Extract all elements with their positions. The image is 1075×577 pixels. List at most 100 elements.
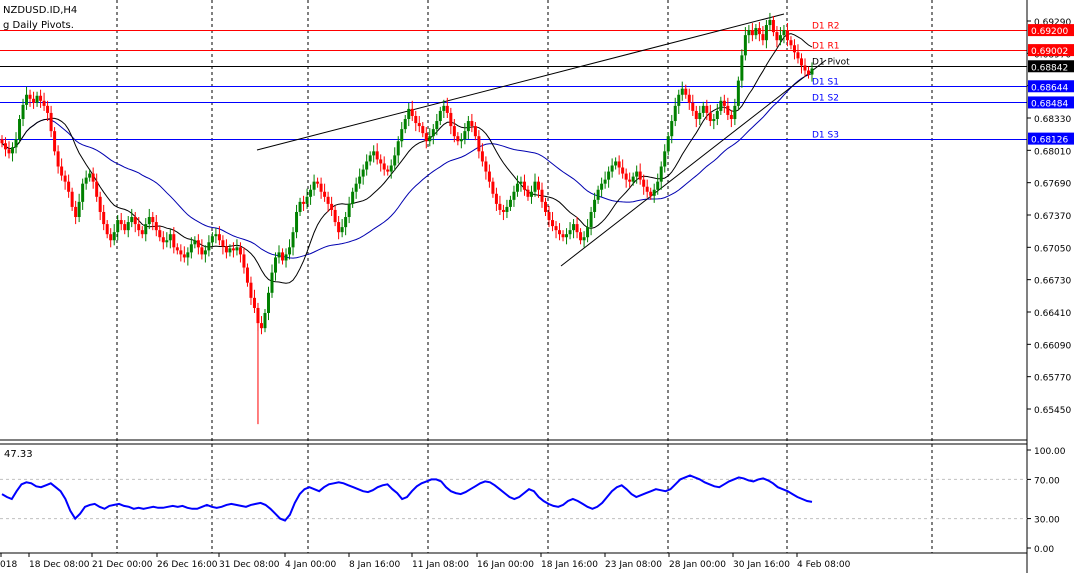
rsi-tick-label: 0.00 bbox=[1034, 545, 1054, 555]
candle-body bbox=[67, 181, 71, 192]
candle-body bbox=[670, 121, 674, 137]
candle-body bbox=[421, 126, 425, 134]
rsi-tick-label: 30.00 bbox=[1034, 516, 1060, 526]
candle-body bbox=[309, 189, 313, 197]
candle-body bbox=[302, 201, 306, 204]
time-tick-label: 28 Jan 00:00 bbox=[669, 560, 726, 570]
candle-body bbox=[4, 143, 8, 150]
candle-body bbox=[270, 272, 274, 293]
candle-body bbox=[323, 191, 327, 197]
candle-body bbox=[49, 112, 53, 132]
candle-body bbox=[508, 199, 512, 207]
candle-body bbox=[579, 232, 583, 241]
trendline-lower[interactable] bbox=[560, 59, 827, 267]
pivot-label: D1 S1 bbox=[812, 78, 839, 88]
time-tick-label: 21 Dec 00:00 bbox=[92, 560, 153, 570]
pivot-label: D1 S3 bbox=[812, 131, 839, 141]
price-tag bbox=[1028, 132, 1074, 145]
candle-body bbox=[536, 181, 540, 190]
candle-body bbox=[281, 252, 285, 261]
candle-body bbox=[708, 112, 712, 122]
candle-body bbox=[642, 179, 646, 187]
candle-body bbox=[417, 123, 421, 127]
candle-body bbox=[21, 104, 25, 120]
candle-body bbox=[582, 237, 586, 241]
price-tick-label: 0.69290 bbox=[1034, 18, 1071, 28]
candle-body bbox=[750, 30, 754, 36]
candle-body bbox=[729, 114, 733, 120]
candle-body bbox=[147, 217, 151, 225]
candle-body bbox=[144, 224, 148, 235]
candle-body bbox=[81, 183, 85, 202]
time-axis[interactable]: 018 18 Dec 08:00 21 Dec 00:00 26 Dec 16:00 3… bbox=[0, 553, 851, 570]
price-tick-label: 0.65770 bbox=[1034, 374, 1071, 384]
candle-body bbox=[284, 254, 288, 261]
candle-body bbox=[445, 105, 449, 113]
candle-body bbox=[210, 236, 214, 243]
candle-body bbox=[438, 110, 442, 122]
candle-body bbox=[263, 313, 267, 329]
candle-body bbox=[764, 25, 768, 41]
price-tag bbox=[1028, 80, 1074, 93]
candle-body bbox=[410, 108, 414, 116]
candle-body bbox=[512, 191, 516, 200]
candle-body bbox=[407, 108, 411, 120]
candle-body bbox=[487, 171, 491, 182]
candle-body bbox=[330, 203, 334, 210]
price-tag-text: 0.69200 bbox=[1031, 27, 1068, 37]
candle-body bbox=[305, 196, 309, 204]
candle-body bbox=[112, 232, 116, 241]
candle-body bbox=[175, 247, 179, 251]
rsi-tick-label: 100.00 bbox=[1034, 447, 1066, 457]
candle-body bbox=[252, 297, 256, 308]
time-tick-label: 31 Dec 08:00 bbox=[219, 560, 280, 570]
time-tick-label: 23 Jan 08:00 bbox=[605, 560, 662, 570]
candle-body bbox=[452, 126, 456, 137]
candle-body bbox=[792, 45, 796, 53]
candle-body bbox=[35, 95, 39, 103]
candle-body bbox=[624, 173, 628, 180]
price-tick-label: 0.65450 bbox=[1034, 406, 1071, 416]
candle-body bbox=[358, 176, 362, 184]
candle-body bbox=[123, 224, 127, 231]
candle-body bbox=[778, 35, 782, 41]
symbol-title: NZDUSD.ID,H4 bbox=[3, 5, 77, 16]
candle-body bbox=[277, 252, 281, 258]
candle-body bbox=[228, 248, 232, 253]
candle-body bbox=[193, 240, 197, 245]
candle-body bbox=[554, 226, 558, 231]
candle-body bbox=[796, 52, 800, 59]
candle-body bbox=[196, 240, 200, 248]
pivot-label: D1 R2 bbox=[812, 22, 840, 32]
indicator-title: g Daily Pivots. bbox=[3, 20, 74, 31]
candle-body bbox=[712, 119, 716, 122]
candle-body bbox=[477, 136, 481, 152]
candle-body bbox=[400, 129, 404, 142]
candle-body bbox=[379, 159, 383, 164]
candle-body bbox=[319, 183, 323, 192]
candle-body bbox=[677, 94, 681, 106]
candle-body bbox=[743, 35, 747, 56]
candle-body bbox=[726, 105, 730, 115]
candle-body bbox=[775, 32, 779, 41]
candle-body bbox=[603, 179, 607, 184]
candle-body bbox=[684, 88, 688, 95]
rsi-value-label: 47.33 bbox=[4, 449, 33, 460]
candle-body bbox=[526, 189, 530, 197]
candle-body bbox=[165, 240, 169, 243]
price-tag-text: 0.68484 bbox=[1031, 99, 1068, 109]
candle-body bbox=[803, 65, 807, 71]
price-tick-label: 0.66410 bbox=[1034, 309, 1071, 319]
candle-body bbox=[337, 222, 341, 233]
candle-body bbox=[288, 247, 292, 255]
candle-body bbox=[673, 105, 677, 122]
candle-body bbox=[140, 230, 144, 235]
candle-body bbox=[789, 40, 793, 46]
candle-body bbox=[529, 191, 533, 197]
candle-body bbox=[53, 131, 57, 152]
trendline-upper[interactable] bbox=[256, 13, 785, 151]
candle-body bbox=[39, 95, 43, 101]
candle-body bbox=[396, 141, 400, 156]
